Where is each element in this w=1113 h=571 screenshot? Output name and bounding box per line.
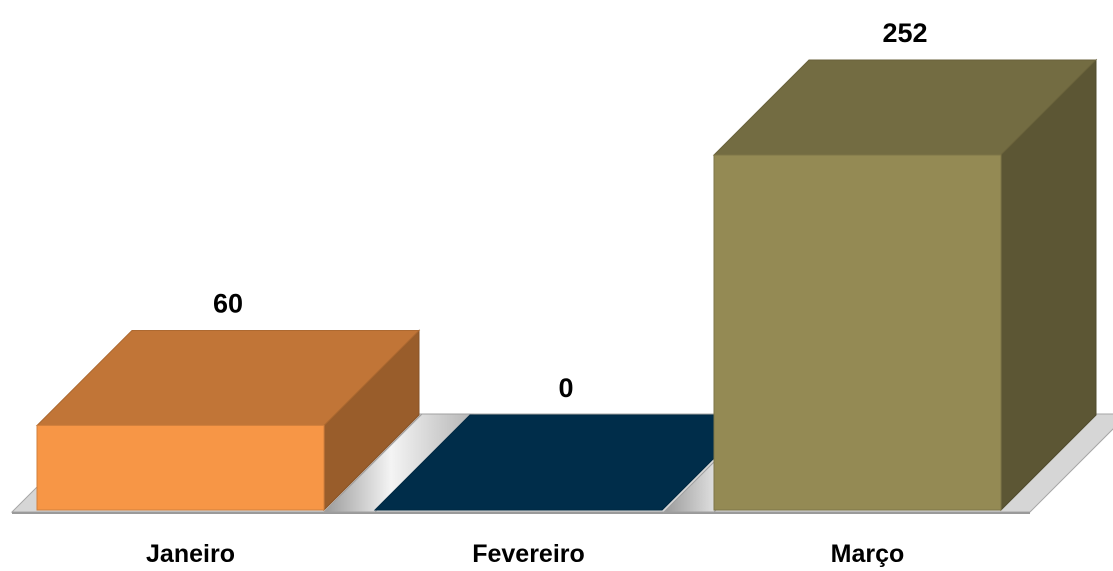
bar-front-face	[713, 154, 1002, 511]
data-label-março: 252	[882, 18, 927, 48]
bar-março	[712, 58, 1098, 512]
bars-group	[35, 58, 1098, 512]
data-label-fevereiro: 0	[558, 373, 573, 403]
data-label-janeiro: 60	[213, 288, 243, 318]
bar-front-face	[36, 424, 325, 511]
category-label-janeiro: Janeiro	[146, 540, 235, 568]
category-labels-group: Janeiro Fevereiro Março	[146, 540, 904, 568]
data-labels-group: 60 0 252	[213, 18, 928, 403]
bar-janeiro	[35, 329, 421, 512]
floor-gap-1	[322, 413, 475, 513]
category-label-março: Março	[831, 540, 905, 568]
category-label-fevereiro: Fevereiro	[472, 540, 585, 568]
